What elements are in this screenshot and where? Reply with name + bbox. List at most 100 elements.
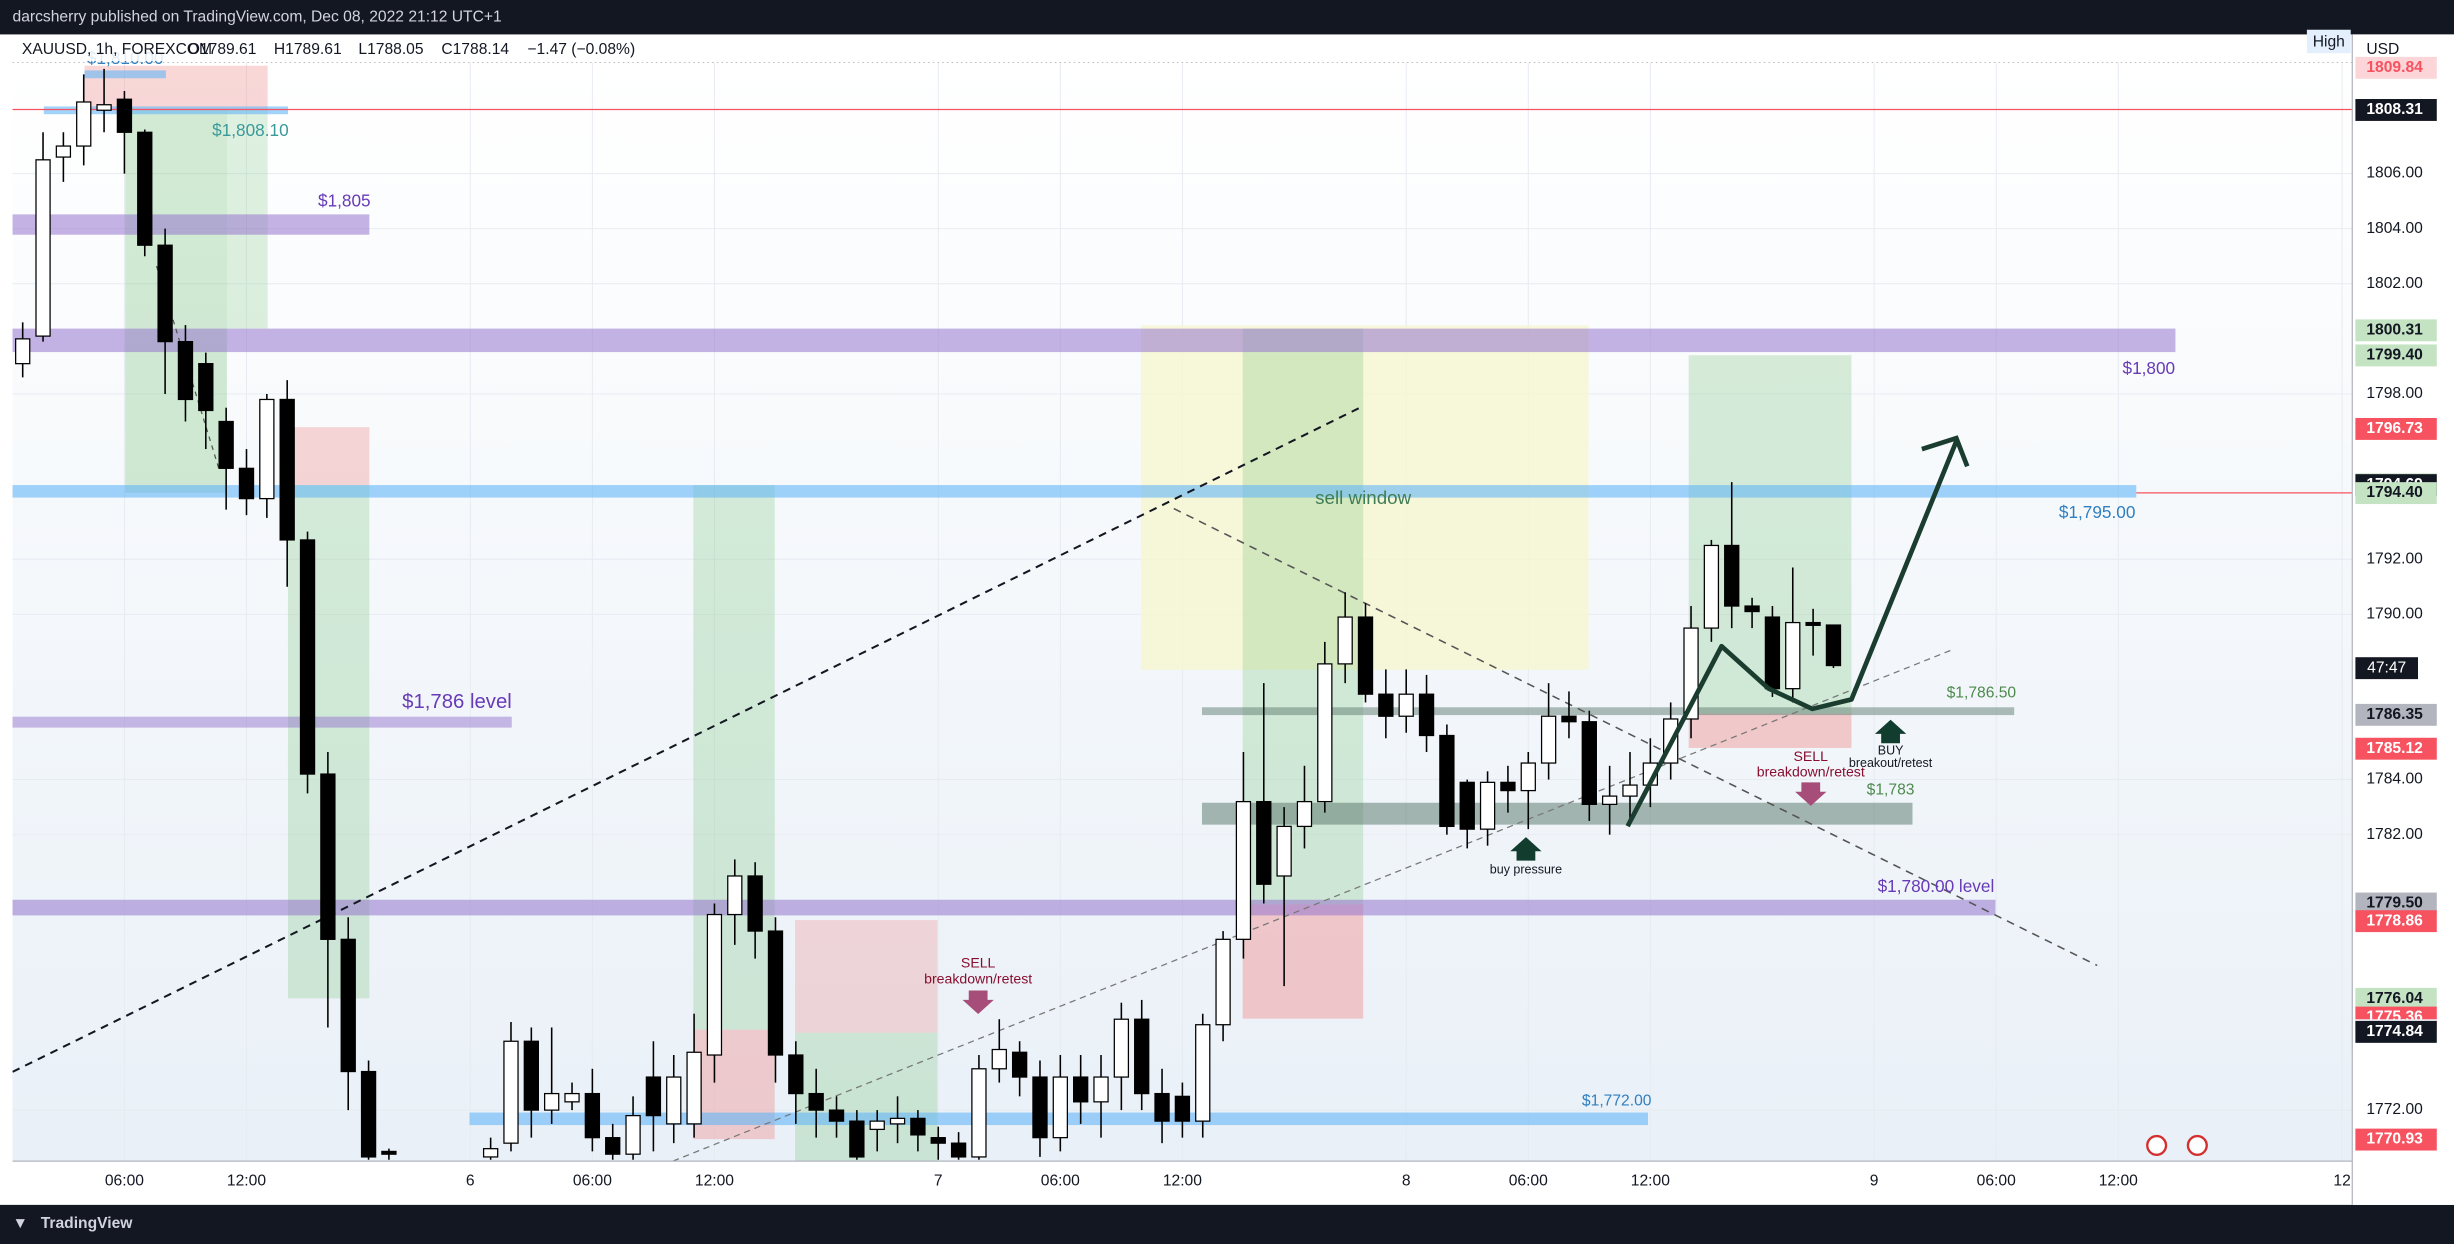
- candle-body: [1744, 605, 1760, 613]
- candle-body: [157, 244, 173, 343]
- level-band: [1201, 707, 2015, 716]
- event-icon[interactable]: [2146, 1134, 2168, 1156]
- candle-body: [544, 1092, 560, 1111]
- price-label: 1809.84: [2366, 59, 2423, 76]
- candle-body: [35, 159, 51, 337]
- x-tick-label: 06:00: [1509, 1173, 1548, 1190]
- price-label-bg: [2355, 987, 2437, 1010]
- candle-body: [991, 1048, 1007, 1070]
- price-label: 1779.50: [2366, 895, 2423, 912]
- candle-body: [1703, 544, 1720, 629]
- buy-arrow: [1510, 837, 1542, 861]
- y-tick-label: 1782.00: [2366, 826, 2423, 843]
- logo-mark: ▼: [13, 1215, 28, 1232]
- price-label-bg: [2355, 417, 2437, 440]
- candle-body: [1174, 1095, 1191, 1122]
- candle-body: [1479, 781, 1496, 830]
- candle-body: [1032, 1076, 1048, 1139]
- event-icon[interactable]: [2186, 1134, 2208, 1156]
- x-tick-label: 12:00: [1163, 1173, 1202, 1190]
- zone: [795, 920, 938, 1033]
- candle-body: [96, 104, 112, 111]
- high-button[interactable]: [2306, 29, 2351, 54]
- candle-body: [849, 1120, 865, 1158]
- price-label-bg: [2355, 344, 2437, 367]
- price-label: 1799.40: [2366, 347, 2423, 364]
- candle-body: [1357, 616, 1374, 695]
- note: BUY: [1878, 743, 1904, 757]
- x-tick-label: 12:00: [227, 1173, 266, 1190]
- candle-body: [1195, 1024, 1211, 1122]
- price-label-bg: [2355, 910, 2437, 933]
- y-tick-label: 1806.00: [2366, 165, 2423, 182]
- level-band: [12, 214, 370, 235]
- note: breakdown/retest: [924, 970, 1032, 986]
- price-label: 1794.40: [2366, 484, 2423, 501]
- candle-body: [1378, 693, 1394, 717]
- ohlc-high: H1789.61: [274, 41, 342, 58]
- zone-label: sell window: [1315, 487, 1411, 508]
- candle-body: [1011, 1051, 1028, 1078]
- price-label-bg: [2355, 892, 2437, 915]
- sell-arrow: [1795, 782, 1827, 806]
- high-button-label[interactable]: High: [2313, 33, 2345, 50]
- candle-body: [1072, 1076, 1089, 1103]
- candle-body: [238, 467, 255, 500]
- price-label-bg: [2355, 482, 2437, 505]
- candle-body: [930, 1137, 946, 1144]
- forecast: [962, 435, 2208, 1156]
- zone: [287, 427, 370, 486]
- candle-body: [1439, 734, 1455, 828]
- candle-body: [1296, 800, 1313, 828]
- x-tick-label: 12: [2333, 1173, 2350, 1190]
- forecast-path: [1625, 440, 1959, 828]
- level-label: $1,772.00: [1582, 1093, 1652, 1110]
- level-band: [43, 106, 288, 115]
- candle-body: [1520, 762, 1536, 792]
- candle-body: [666, 1076, 682, 1125]
- ohlc-close: C1788.14: [441, 41, 509, 58]
- price-label-bg: [2355, 737, 2437, 760]
- price-label: 1776.04: [2366, 990, 2423, 1007]
- candles: [15, 68, 1842, 1160]
- candle-body: [1500, 781, 1516, 792]
- price-label-bg: [2355, 56, 2437, 79]
- note: buy pressure: [1490, 862, 1562, 876]
- candle-body: [1805, 621, 1821, 626]
- candle-body: [1052, 1076, 1068, 1139]
- level-label: $1,783: [1867, 781, 1915, 798]
- candle-body: [727, 875, 743, 916]
- candle-body: [15, 338, 31, 365]
- x-tick-label: 6: [466, 1173, 475, 1190]
- footer-logo: TradingView: [41, 1215, 134, 1232]
- y-tick-label: 1798.00: [2366, 385, 2423, 402]
- zone: [1688, 713, 1852, 748]
- candle-body: [1276, 825, 1292, 877]
- candle-body: [1235, 800, 1252, 940]
- price-label: 1786.35: [2366, 706, 2423, 723]
- x-tick-label: 8: [1402, 1173, 1411, 1190]
- candle-body: [1317, 663, 1333, 803]
- level-label: $1,800: [2123, 358, 2176, 378]
- price-label: 1808.31: [2366, 101, 2423, 118]
- price-label: 1778.86: [2366, 912, 2423, 929]
- x-tick-label: 06:00: [1041, 1173, 1080, 1190]
- candle-body: [1601, 795, 1618, 805]
- level-label: $1,805: [318, 190, 371, 210]
- candle-body: [1418, 693, 1435, 737]
- price-label-bg: [2355, 319, 2437, 342]
- level-label: $1,780.00 level: [1878, 876, 1995, 896]
- candle-body: [788, 1054, 804, 1095]
- ohlc-low: L1788.05: [358, 41, 423, 58]
- y-tick-label: 1804.00: [2366, 220, 2423, 237]
- trend-line: [12, 405, 1363, 1073]
- level-band: [12, 716, 512, 728]
- y-tick-label: 1790.00: [2366, 605, 2423, 622]
- candle-body: [625, 1114, 641, 1155]
- labels: $1,810.00 $1,808.10 $1,805 $1,800 $1,795…: [87, 48, 2175, 1110]
- candle-body: [706, 913, 723, 1056]
- candle-body: [482, 1148, 499, 1158]
- level-band: [12, 328, 2176, 353]
- candle-body: [1398, 693, 1414, 717]
- level-label: $1,786.50: [1947, 684, 2017, 701]
